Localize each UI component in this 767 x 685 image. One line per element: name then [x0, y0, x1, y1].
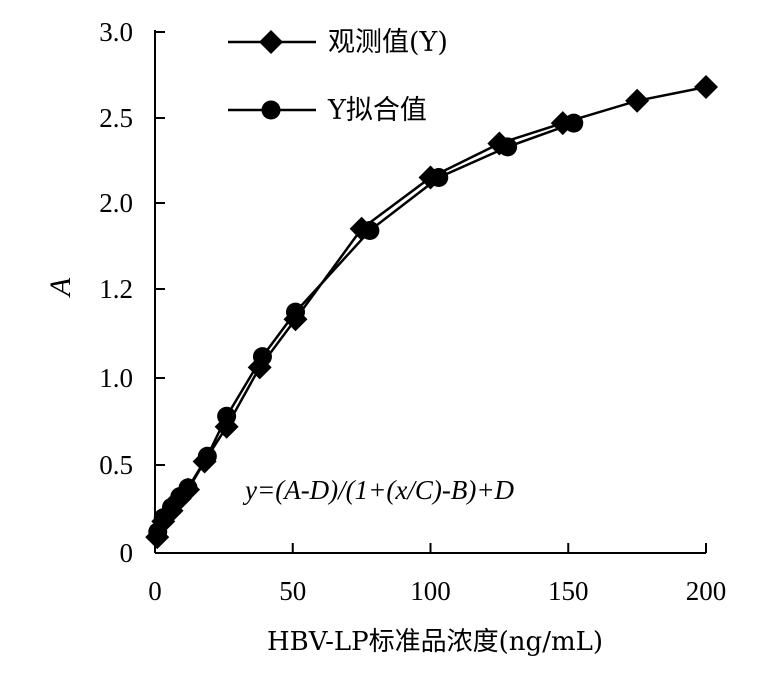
x-axis-title: HBV-LP标准品浓度(ng/mL): [267, 627, 603, 657]
legend-circle-icon: [261, 100, 281, 120]
x-tick-label: 150: [548, 576, 589, 606]
x-tick-label: 0: [148, 576, 162, 606]
series-line: [156, 85, 707, 538]
circle-marker: [564, 113, 584, 133]
circle-marker: [498, 137, 518, 157]
formula-annotation: y=(A-D)/(1+(x/C)-B)+D: [242, 475, 515, 505]
circle-marker: [197, 446, 217, 466]
circle-marker: [429, 168, 449, 187]
legend-item-observed: 观测值(Y): [228, 27, 448, 58]
legend-label: 观测值(Y): [328, 27, 448, 58]
y-tick-label: 1.2: [99, 274, 133, 304]
series-line: [156, 121, 575, 533]
series-layer: [145, 75, 718, 550]
legend-item-fitted: Y拟合值: [228, 95, 427, 126]
y-tick-label: 3.0: [99, 17, 133, 47]
circle-marker: [286, 302, 306, 322]
y-tick-label: 2.5: [99, 103, 133, 133]
legend-label: Y拟合值: [327, 95, 427, 126]
circle-marker: [252, 347, 272, 367]
circle-marker: [360, 221, 380, 241]
circle-marker: [217, 406, 237, 426]
circle-marker: [178, 478, 198, 498]
x-tick-label: 200: [686, 576, 727, 606]
y-tick-label: 0: [120, 538, 134, 568]
diamond-marker: [625, 88, 650, 113]
series-fitted: [148, 113, 584, 542]
x-tick-label: 100: [410, 576, 451, 606]
x-tick-label: 50: [279, 576, 306, 606]
y-tick-label: 0.5: [99, 450, 133, 480]
x-ticks: 0 50 100 150 200: [148, 543, 726, 606]
y-ticks: 0 0.5 1.0 1.2 2.0 2.5 3.0: [99, 17, 165, 568]
y-tick-label: 1.0: [99, 363, 133, 393]
legend-diamond-icon: [259, 30, 283, 54]
legend: 观测值(Y) Y拟合值: [228, 27, 448, 126]
y-axis-title: A: [44, 277, 77, 298]
diamond-marker: [694, 75, 718, 100]
y-tick-label: 2.0: [99, 188, 133, 218]
